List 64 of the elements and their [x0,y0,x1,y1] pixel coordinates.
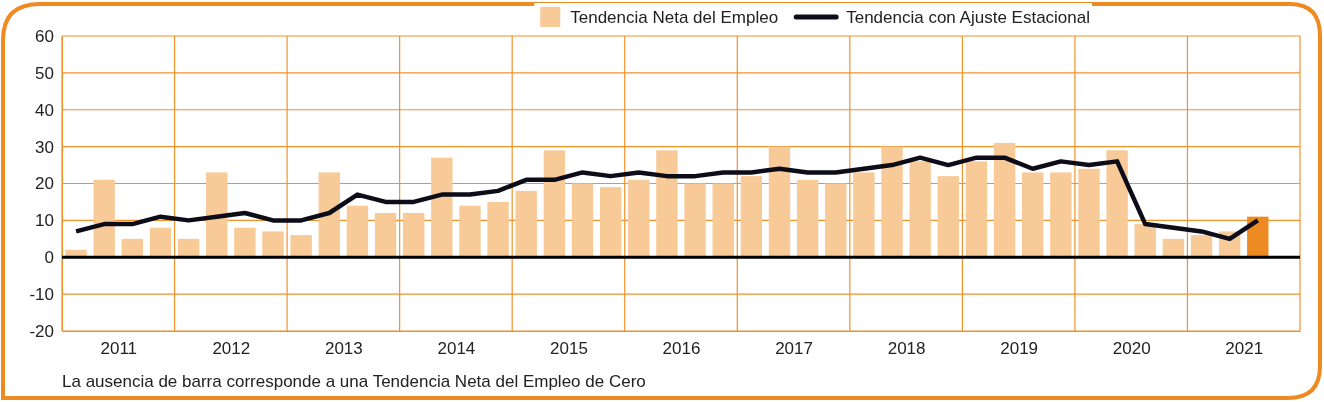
y-tick-label: 0 [44,248,54,268]
bar [403,213,425,258]
y-tick-label: -20 [29,321,54,341]
legend-label: Tendencia Neta del Empleo [570,8,779,27]
x-tick-label: 2014 [437,339,476,359]
y-tick-label: 40 [35,100,54,120]
bar [740,176,763,258]
bar [796,179,819,258]
x-tick-label: 2013 [324,339,363,359]
y-tick-label: -10 [29,285,54,305]
bar [459,205,481,258]
bar [1190,235,1213,258]
bar [1134,224,1156,258]
bar [656,150,678,258]
bar [346,205,369,258]
bar [1050,172,1072,258]
y-tick-label: 30 [35,137,54,157]
x-tick-label: 2017 [775,339,813,359]
bar [206,172,228,258]
bar [93,179,115,258]
bar [599,187,622,258]
bar [262,231,284,258]
x-tick-label: 2012 [212,339,251,359]
bar [881,146,903,258]
x-tick-label: 2020 [1112,339,1151,359]
x-tick-label: 2015 [550,339,588,359]
x-tick-label: 2019 [1000,339,1039,359]
x-tick-label: 2021 [1225,339,1264,359]
bar [712,183,734,258]
legend-label: Tendencia con Ajuste Estacional [846,8,1090,27]
bar [1162,238,1185,258]
bar [684,183,706,258]
bar [571,183,594,258]
bar [937,176,959,258]
text: La ausencia de barra corresponde a una Tendencia Neta del Empleo de Cero [62,372,646,391]
x-tick-label: 2018 [887,339,926,359]
bar [993,142,1016,258]
bar [318,172,340,258]
bar [909,161,931,258]
x-tick-label: 2011 [100,339,138,359]
bar [768,146,791,258]
bar [515,190,537,258]
bar [177,238,200,258]
y-tick-label: 60 [35,26,54,46]
bar [825,183,847,258]
bar [149,227,172,258]
bar [234,227,256,258]
x-tick-label: 2016 [662,339,701,359]
bar [487,201,509,258]
bar [431,157,453,258]
y-tick-label: 50 [35,63,54,83]
bar [290,235,312,258]
y-tick-label: 20 [35,174,54,194]
bar [1078,168,1100,258]
bar [121,238,144,258]
bar [853,172,875,258]
bar [543,150,566,258]
bar [1022,172,1044,258]
bar [628,179,650,258]
bar [1106,150,1128,258]
y-tick-label: 10 [35,211,54,231]
bar [965,161,988,258]
line-series [73,155,1261,242]
bar [374,213,397,258]
